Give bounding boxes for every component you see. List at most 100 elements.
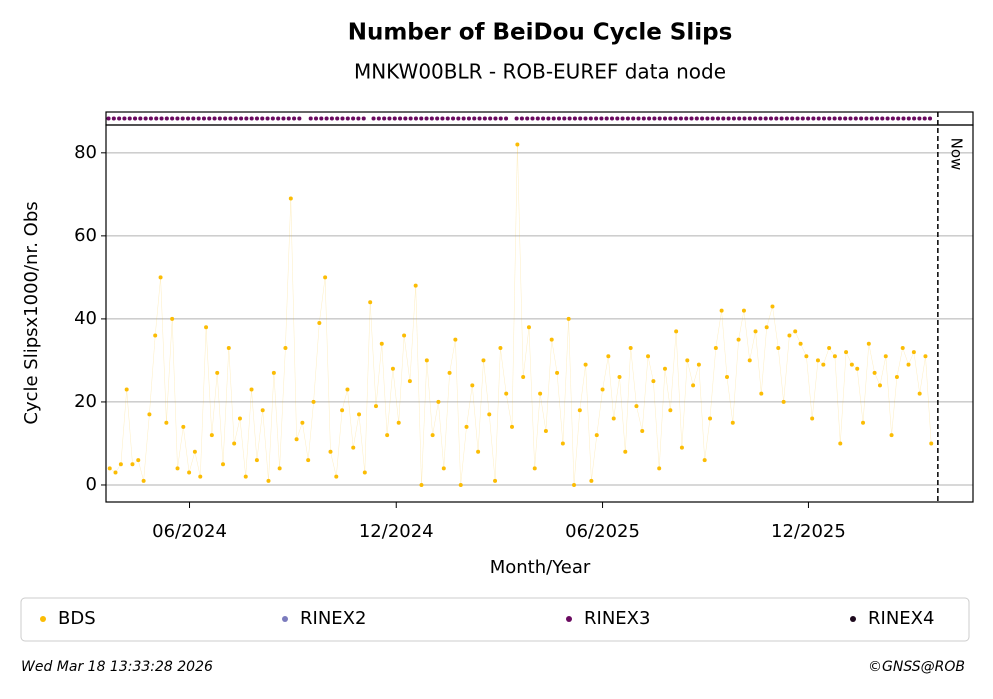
point	[906, 362, 911, 367]
point	[334, 474, 339, 479]
point	[798, 341, 803, 346]
point	[300, 420, 305, 425]
point	[243, 474, 248, 479]
point	[521, 375, 526, 380]
point	[889, 433, 894, 438]
point	[549, 337, 554, 342]
point	[424, 358, 429, 363]
point	[838, 441, 843, 446]
series-line	[109, 144, 932, 486]
point	[611, 416, 616, 421]
point	[476, 449, 481, 454]
point	[357, 412, 362, 417]
point	[526, 325, 531, 330]
point	[124, 387, 129, 392]
point	[877, 383, 882, 388]
point	[572, 482, 577, 487]
point	[107, 466, 112, 471]
point	[147, 412, 152, 417]
point	[192, 449, 197, 454]
point	[708, 416, 713, 421]
point	[340, 408, 345, 413]
point	[187, 470, 192, 475]
point	[900, 345, 905, 350]
point	[283, 345, 288, 350]
point	[396, 420, 401, 425]
point	[351, 445, 356, 450]
point	[894, 375, 899, 380]
point	[328, 449, 333, 454]
legend-marker	[282, 616, 288, 622]
point	[662, 366, 667, 371]
point	[793, 329, 798, 334]
point	[402, 333, 407, 338]
point	[204, 325, 209, 330]
point	[764, 325, 769, 330]
point	[385, 433, 390, 438]
point	[589, 478, 594, 483]
point	[815, 358, 820, 363]
legend-label: RINEX2	[300, 608, 366, 629]
y-tick-label: 20	[74, 391, 97, 412]
x-axis-label: Month/Year	[490, 557, 591, 578]
point	[221, 462, 226, 467]
point	[832, 354, 837, 359]
point	[271, 370, 276, 375]
point	[118, 462, 123, 467]
point	[640, 429, 645, 434]
point	[175, 466, 180, 471]
point	[923, 354, 928, 359]
point	[345, 387, 350, 392]
legend-marker	[40, 616, 46, 622]
point	[430, 433, 435, 438]
point	[170, 316, 175, 321]
legend-label: RINEX4	[868, 608, 934, 629]
point	[583, 362, 588, 367]
point	[510, 424, 515, 429]
point	[844, 350, 849, 355]
strip-frame	[105, 111, 974, 126]
point	[373, 404, 378, 409]
point	[277, 466, 282, 471]
chart-title: Number of BeiDou Cycle Slips	[348, 20, 733, 46]
legend-marker	[850, 616, 856, 622]
point	[560, 441, 565, 446]
point	[741, 308, 746, 313]
point	[929, 441, 934, 446]
point	[623, 449, 628, 454]
point	[691, 383, 696, 388]
point	[770, 304, 775, 309]
legend-marker	[566, 616, 572, 622]
point	[628, 345, 633, 350]
point	[810, 416, 815, 421]
point	[724, 375, 729, 380]
point	[861, 420, 866, 425]
footer-credit: ©GNSS@ROB	[868, 659, 965, 675]
point	[646, 354, 651, 359]
point	[702, 458, 707, 463]
legend-box	[20, 597, 970, 642]
point	[594, 433, 599, 438]
y-tick-label: 80	[74, 142, 97, 163]
point	[787, 333, 792, 338]
point	[657, 466, 662, 471]
legend-label: RINEX3	[584, 608, 650, 629]
point	[753, 329, 758, 334]
point	[158, 275, 163, 280]
point	[821, 362, 826, 367]
point	[776, 345, 781, 350]
point	[827, 345, 832, 350]
point	[634, 404, 639, 409]
legend-label: BDS	[58, 608, 96, 629]
point	[606, 354, 611, 359]
y-tick-label: 40	[74, 308, 97, 329]
point	[719, 308, 724, 313]
point	[917, 391, 922, 396]
point	[226, 345, 231, 350]
point	[543, 429, 548, 434]
point	[481, 358, 486, 363]
point	[504, 391, 509, 396]
point	[413, 283, 418, 288]
point	[855, 366, 860, 371]
point	[215, 370, 220, 375]
